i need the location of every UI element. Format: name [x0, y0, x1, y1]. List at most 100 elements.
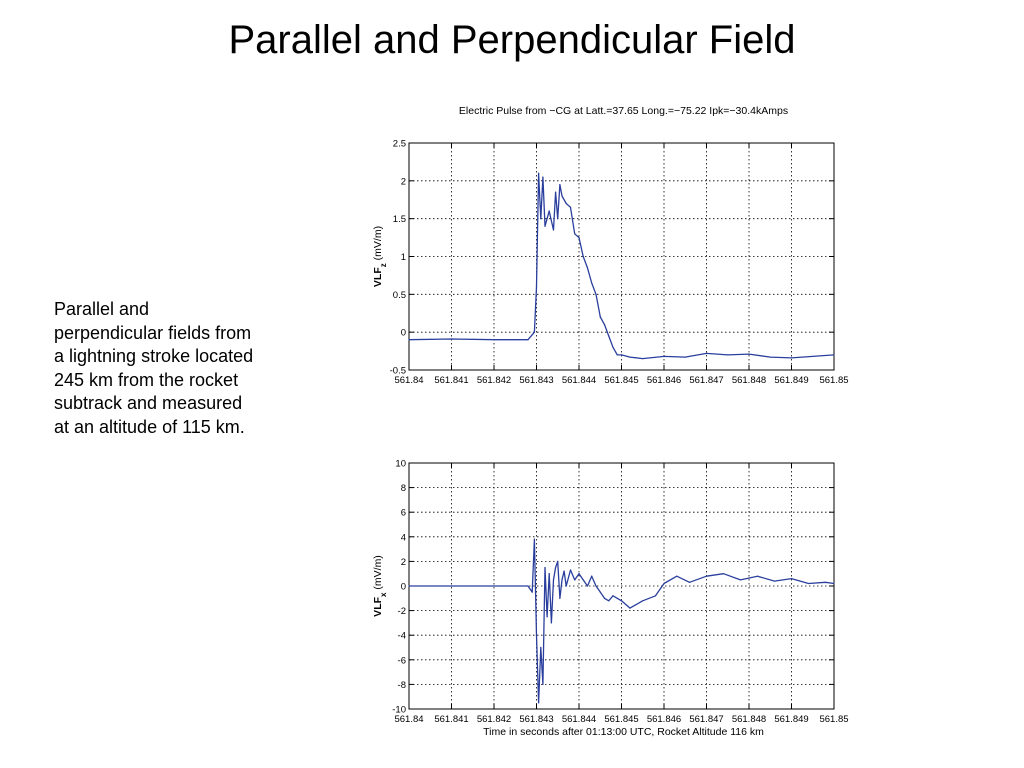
data-point: [654, 595, 657, 597]
x-tick-label: 561.845: [604, 375, 638, 386]
data-point: [561, 579, 563, 581]
x-tick-label: 561.844: [562, 375, 596, 386]
data-point: [559, 184, 561, 186]
data-point: [629, 356, 631, 358]
slide-title: Parallel and Perpendicular Field: [228, 18, 796, 62]
series-line-1: [409, 538, 835, 704]
x-tick-label: 561.845: [604, 714, 638, 725]
data-point: [555, 191, 557, 193]
data-point: [563, 570, 565, 572]
data-point: [546, 616, 548, 618]
data-point: [608, 600, 610, 602]
data-point: [559, 597, 561, 599]
data-point: [612, 595, 614, 597]
data-point: [833, 582, 835, 585]
caption-line: at an altitude of 115 km.: [54, 416, 245, 437]
y-tick-label: 6: [401, 508, 406, 519]
data-point: [705, 352, 708, 354]
x-tick-label: 561.85: [819, 375, 848, 386]
data-point: [620, 600, 623, 602]
y-tick-label: 4: [401, 532, 406, 543]
y-tick-label: 0.5: [393, 290, 406, 301]
y-tick-label: 2: [401, 557, 406, 568]
data-point: [574, 233, 576, 235]
data-point: [688, 581, 691, 583]
y-tick-label: -8: [398, 680, 406, 691]
data-point: [812, 355, 814, 357]
data-point: [790, 578, 793, 580]
x-tick-label: 561.847: [689, 714, 723, 725]
data-point: [542, 683, 544, 686]
data-point: [582, 579, 584, 581]
data-point: [542, 176, 544, 178]
series-line-1: [408, 172, 835, 360]
data-point: [599, 591, 601, 593]
x-tick-label: 561.84: [394, 375, 423, 386]
y-tick-label: -2: [398, 606, 406, 617]
y-tick-label: -6: [398, 655, 406, 666]
data-point: [408, 339, 410, 341]
data-point: [408, 585, 410, 587]
data-point: [557, 560, 559, 563]
data-point: [544, 225, 546, 227]
x-tick-label: 561.85: [819, 714, 848, 725]
data-point: [824, 581, 827, 583]
data-point: [608, 335, 610, 337]
data-point: [595, 293, 597, 295]
x-tick-label: 561.841: [434, 714, 468, 725]
data-point: [663, 355, 665, 357]
data-point: [629, 607, 631, 609]
caption-line: 245 km from the rocket: [54, 369, 239, 390]
data-point: [493, 585, 495, 587]
y-tick-label: 10: [395, 459, 406, 470]
data-point: [599, 316, 601, 318]
y-axis-label: VLFx (mV/m): [372, 555, 388, 617]
data-point: [527, 585, 529, 587]
data-point: [574, 579, 576, 581]
x-tick-label: 561.843: [519, 375, 553, 386]
data-point: [535, 634, 538, 636]
data-point: [569, 569, 572, 571]
data-point: [527, 339, 529, 341]
data-point: [557, 218, 559, 220]
data-point: [569, 206, 572, 208]
data-point: [533, 331, 535, 333]
data-point: [642, 358, 644, 360]
x-tick-label: 561.843: [519, 714, 553, 725]
data-point: [578, 236, 580, 239]
data-point: [540, 646, 542, 649]
chart-title: Electric Pulse from −CG at Latt.=37.65 L…: [459, 105, 788, 117]
x-tick-label: 561.849: [774, 714, 808, 725]
data-point: [544, 566, 546, 569]
data-point: [538, 172, 540, 174]
y-tick-label: 0: [401, 582, 406, 593]
y-tick-label: 1: [401, 252, 406, 263]
data-point: [450, 338, 453, 340]
data-point: [538, 702, 540, 704]
data-point: [550, 622, 552, 624]
data-point: [493, 339, 495, 341]
data-point: [705, 575, 708, 577]
data-point: [535, 286, 538, 288]
x-tick-label: 561.844: [562, 714, 596, 725]
data-point: [833, 354, 835, 356]
caption-line: subtrack and measured: [54, 393, 243, 413]
chart-2: -10 -8 -6 -4 -2 0 2 4 6 8 10 561.84 561.841 561.842 56…: [372, 459, 849, 739]
data-point: [565, 202, 567, 205]
data-point: [769, 356, 771, 358]
y-tick-label: 0: [401, 328, 406, 339]
data-point: [552, 579, 555, 581]
data-point: [565, 585, 567, 587]
data-point: [561, 195, 563, 197]
data-point: [555, 566, 557, 569]
data-point: [642, 600, 644, 602]
data-point: [591, 575, 593, 577]
data-point: [450, 585, 453, 587]
data-point: [582, 255, 584, 258]
y-tick-label: 1.5: [393, 214, 406, 225]
data-point: [727, 354, 729, 356]
caption-line: a lightning stroke located: [54, 346, 254, 366]
chart-1: Electric Pulse from −CG at Latt.=37.65 L…: [372, 105, 849, 386]
x-tick-label: 561.842: [477, 375, 511, 386]
